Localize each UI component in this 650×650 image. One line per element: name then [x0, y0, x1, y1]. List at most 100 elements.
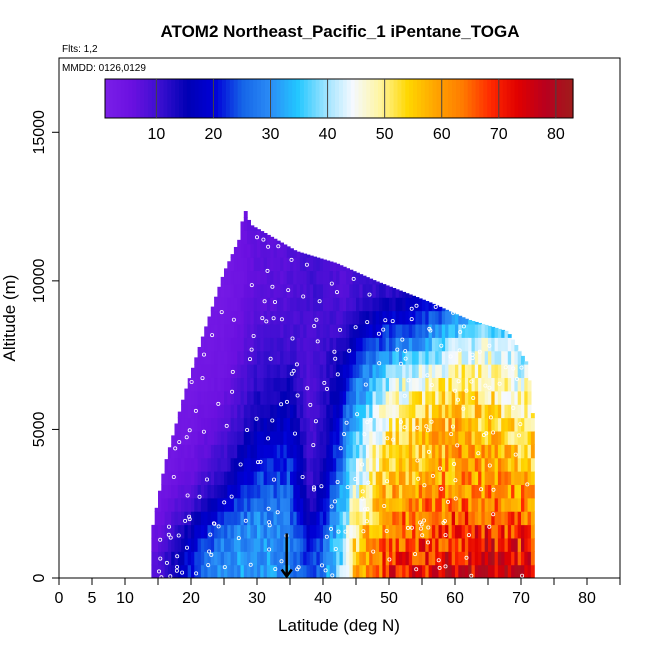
heatmap-cell: [369, 551, 374, 566]
colorbar-segment: [144, 79, 149, 118]
heatmap-cell: [240, 297, 245, 312]
heatmap-cell: [412, 350, 416, 365]
heatmap-cell: [346, 551, 350, 566]
heatmap-cell: [283, 390, 288, 405]
colorbar-segment: [128, 79, 133, 118]
heatmap-cell: [339, 297, 344, 312]
heatmap-cell: [488, 471, 492, 485]
heatmap-cell: [316, 404, 321, 419]
heatmap-cell: [197, 377, 202, 392]
colorbar-segment: [374, 79, 379, 118]
sample-point: [366, 480, 371, 485]
heatmap-cell: [283, 297, 288, 312]
heatmap-cell: [257, 404, 261, 419]
heatmap-cell: [448, 364, 453, 379]
heatmap-cell: [521, 377, 525, 392]
heatmap-cell: [309, 377, 314, 392]
heatmap-cell: [445, 497, 449, 512]
heatmap-cell: [445, 337, 449, 352]
heatmap-cell: [488, 417, 492, 432]
heatmap-cell: [266, 564, 271, 578]
heatmap-cell: [276, 270, 281, 285]
heatmap-cell: [352, 524, 357, 539]
heatmap-cell: [455, 337, 459, 352]
sample-point: [361, 529, 366, 534]
colorbar-segment: [303, 79, 309, 118]
heatmap-cell: [478, 430, 482, 445]
heatmap-cell: [346, 457, 350, 472]
heatmap-cell: [197, 564, 202, 578]
heatmap-cell: [461, 564, 466, 578]
heatmap-cell: [194, 404, 199, 419]
heatmap-cell: [187, 537, 192, 552]
heatmap-cell: [369, 404, 374, 419]
heatmap-cell: [408, 497, 413, 512]
heatmap-cell: [359, 537, 364, 552]
heatmap-cell: [332, 444, 337, 459]
heatmap-cell: [461, 524, 466, 539]
heatmap-cell: [250, 350, 255, 365]
heatmap-cell: [296, 430, 301, 445]
heatmap-cell: [517, 350, 522, 365]
heatmap-cell: [210, 430, 215, 445]
heatmap-cell: [247, 564, 251, 578]
heatmap-cell: [240, 404, 245, 419]
heatmap-cell: [214, 430, 218, 445]
heatmap-cell: [471, 337, 476, 352]
heatmap-cell: [488, 350, 492, 365]
heatmap-cell: [385, 471, 390, 485]
heatmap-cell: [309, 297, 314, 312]
heatmap-cell: [240, 564, 245, 578]
heatmap-cell: [497, 430, 502, 445]
heatmap-cell: [468, 430, 473, 445]
heatmap-cell: [408, 297, 413, 312]
heatmap-cell: [306, 471, 311, 485]
heatmap-cell: [220, 551, 225, 566]
colorbar-segment: [218, 79, 223, 118]
heatmap-cell: [491, 497, 496, 512]
heatmap-cell: [402, 484, 407, 499]
colorbar-segment: [534, 79, 539, 118]
heatmap-cell: [280, 257, 284, 272]
heatmap-cell: [501, 417, 506, 432]
heatmap-cell: [524, 524, 529, 539]
heatmap-cell: [402, 471, 407, 485]
heatmap-cell: [220, 297, 225, 312]
heatmap-cell: [375, 471, 380, 485]
heatmap-cell: [151, 524, 156, 539]
x-tick-label: 0: [55, 590, 64, 607]
heatmap-cell: [260, 257, 265, 272]
heatmap-cell: [161, 511, 166, 526]
heatmap-cell: [210, 404, 215, 419]
heatmap-cell: [326, 404, 331, 419]
heatmap-cell: [184, 404, 189, 419]
heatmap-cell: [164, 511, 169, 526]
heatmap-cell: [230, 524, 235, 539]
heatmap-cell: [296, 364, 301, 379]
heatmap-cell: [392, 377, 397, 392]
heatmap-cell: [290, 283, 294, 298]
sample-point: [323, 568, 328, 573]
heatmap-cell: [266, 430, 271, 445]
heatmap-cell: [266, 270, 271, 285]
heatmap-cell: [266, 364, 271, 379]
heatmap-cell: [332, 551, 337, 566]
heatmap-cell: [309, 390, 314, 405]
heatmap-cell: [455, 511, 459, 526]
heatmap-cell: [514, 377, 519, 392]
heatmap-cell: [530, 564, 535, 578]
heatmap-cell: [359, 404, 364, 419]
colorbar-segment: [444, 79, 449, 118]
heatmap-cell: [425, 377, 430, 392]
heatmap-cell: [319, 258, 324, 272]
heatmap-cell: [471, 537, 476, 552]
heatmap-cell: [356, 390, 360, 405]
heatmap-cell: [395, 430, 400, 445]
heatmap-cell: [395, 444, 400, 459]
heatmap-cell: [217, 430, 222, 445]
heatmap-cell: [405, 350, 410, 365]
heatmap-cell: [329, 337, 334, 352]
heatmap-cell: [237, 537, 242, 552]
heatmap-cell: [346, 471, 350, 485]
heatmap-cell: [313, 283, 317, 298]
